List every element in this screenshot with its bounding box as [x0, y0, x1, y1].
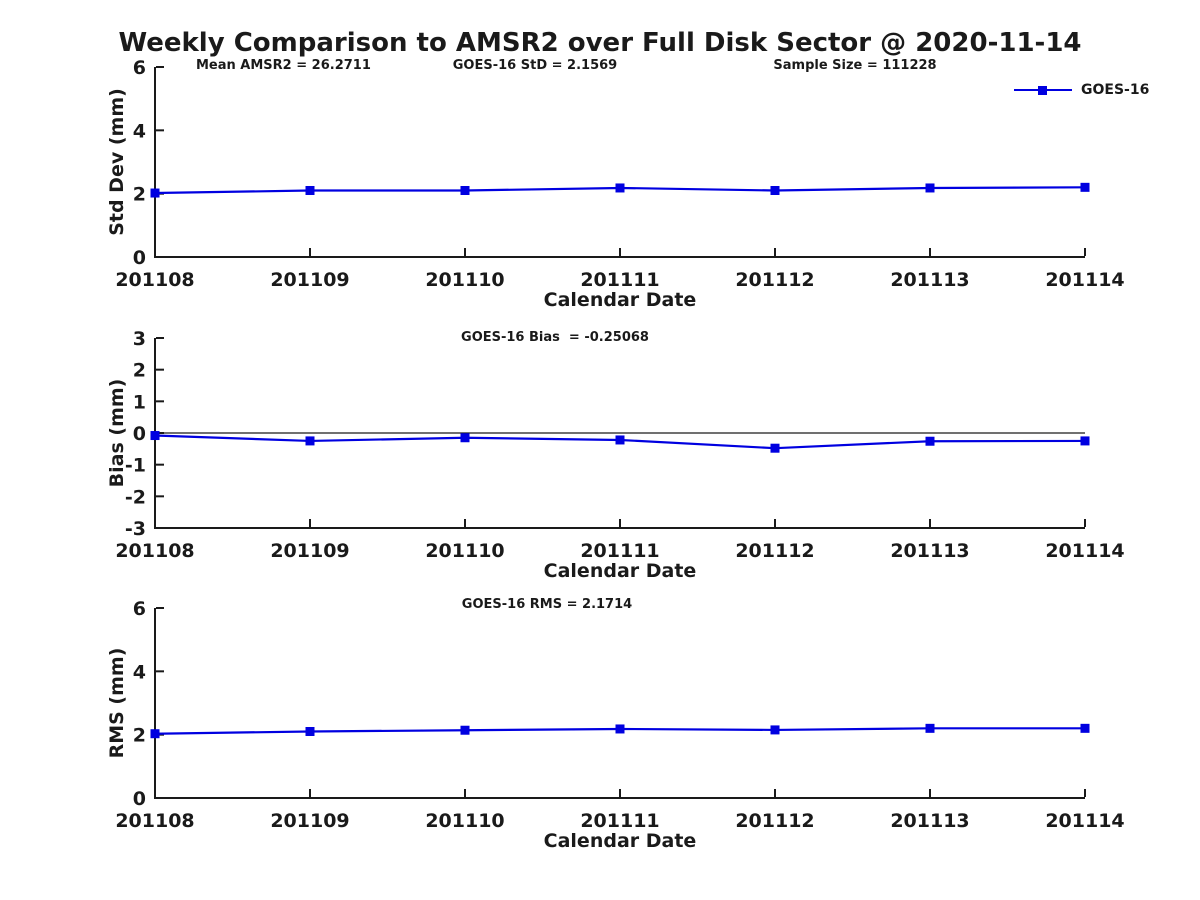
annotation-goes16-bias: GOES-16 Bias = -0.25068 [461, 330, 649, 345]
x-tick-label: 201114 [1045, 810, 1124, 832]
figure-title: Weekly Comparison to AMSR2 over Full Dis… [118, 28, 1082, 58]
axis-spine [154, 608, 1085, 799]
data-marker [925, 723, 935, 733]
data-marker [1080, 182, 1090, 192]
y-axis-label: Bias (mm) [106, 379, 128, 488]
x-tick-label: 201109 [270, 810, 349, 832]
y-tick-label: 3 [133, 328, 146, 350]
x-axis-label: Calendar Date [544, 289, 697, 311]
y-tick-label: 0 [133, 247, 146, 269]
annotation-mean-amsr2: Mean AMSR2 = 26.2711 [196, 58, 371, 73]
data-marker [150, 729, 160, 739]
data-marker [925, 436, 935, 446]
data-marker [150, 188, 160, 198]
rms-axes: 0 2 4 6 201108 201109 201110 201111 201112 201113… [115, 598, 1124, 832]
y-tick-label: 0 [133, 423, 146, 445]
y-tick-label: 2 [133, 360, 146, 382]
legend-label: GOES-16 [1081, 82, 1150, 98]
std-dev-axes: 0 2 4 6 201108 201109 201110 201111 201112 201113… [115, 57, 1124, 291]
y-tick-label: 6 [133, 598, 146, 620]
plot-bias: Bias (mm) Calendar Date -3 -2 -1 0 1 2 3 201108… [106, 328, 1125, 582]
annotation-goes16-rms: GOES-16 RMS = 2.1714 [461, 597, 633, 612]
y-tick-label: 4 [133, 661, 146, 683]
legend: GOES-16 [1014, 82, 1149, 98]
x-tick-label: 201111 [580, 269, 659, 291]
x-tick-label: 201112 [735, 540, 814, 562]
bias-axes: -3 -2 -1 0 1 2 3 201108 201109 201110 201111 201112… [115, 328, 1124, 562]
axis-spine [154, 67, 1085, 258]
y-tick-label: -3 [125, 518, 146, 540]
y-tick-label: 0 [133, 788, 146, 810]
x-tick-label: 201114 [1045, 540, 1124, 562]
x-tick-label: 201110 [425, 540, 504, 562]
plot-std-dev: Std Dev (mm) Calendar Date 0 2 4 6 201108 201… [106, 57, 1125, 311]
x-tick-label: 201112 [735, 810, 814, 832]
x-tick-label: 201110 [425, 269, 504, 291]
data-marker [305, 436, 315, 446]
x-tick-label: 201114 [1045, 269, 1124, 291]
data-marker [925, 183, 935, 193]
data-marker [770, 725, 780, 735]
x-tick-label: 201113 [890, 810, 969, 832]
y-tick-label: 6 [133, 57, 146, 79]
data-marker [460, 433, 470, 443]
annotation-sample-size: Sample Size = 111228 [773, 58, 937, 73]
x-tick-label: 201110 [425, 810, 504, 832]
y-axis-label: RMS (mm) [106, 648, 128, 759]
x-axis-label: Calendar Date [544, 560, 697, 582]
x-tick-label: 201109 [270, 540, 349, 562]
x-tick-label: 201112 [735, 269, 814, 291]
axis-spine [154, 338, 1085, 529]
data-marker [150, 431, 160, 441]
y-tick-label: -1 [125, 455, 146, 477]
data-marker [615, 183, 625, 193]
y-tick-label: 2 [133, 184, 146, 206]
x-tick-label: 201113 [890, 269, 969, 291]
data-marker [305, 727, 315, 736]
y-tick-label: -2 [125, 486, 146, 508]
y-axis-label: Std Dev (mm) [106, 88, 128, 236]
y-tick-label: 2 [133, 725, 146, 747]
x-tick-label: 201108 [115, 269, 194, 291]
x-tick-label: 201108 [115, 810, 194, 832]
y-tick-label: 1 [133, 391, 146, 413]
data-marker [1080, 723, 1090, 733]
legend-square-marker-icon [1038, 85, 1047, 95]
x-tick-label: 201113 [890, 540, 969, 562]
plot-rms: RMS (mm) Calendar Date 0 2 4 6 201108 201109 2… [106, 598, 1125, 852]
x-tick-label: 201109 [270, 269, 349, 291]
x-axis-label: Calendar Date [544, 830, 697, 852]
legend-line-sample [1014, 83, 1072, 98]
data-marker [460, 186, 470, 195]
x-tick-label: 201111 [580, 540, 659, 562]
x-tick-label: 201108 [115, 540, 194, 562]
data-marker [305, 186, 315, 195]
data-marker [460, 725, 470, 735]
data-marker [615, 724, 625, 734]
data-marker [770, 443, 780, 453]
x-tick-label: 201111 [580, 810, 659, 832]
annotation-goes16-std: GOES-16 StD = 2.1569 [452, 58, 618, 73]
data-marker [615, 435, 625, 445]
data-marker [1080, 436, 1090, 446]
y-tick-label: 4 [133, 120, 146, 142]
data-marker [770, 186, 780, 195]
